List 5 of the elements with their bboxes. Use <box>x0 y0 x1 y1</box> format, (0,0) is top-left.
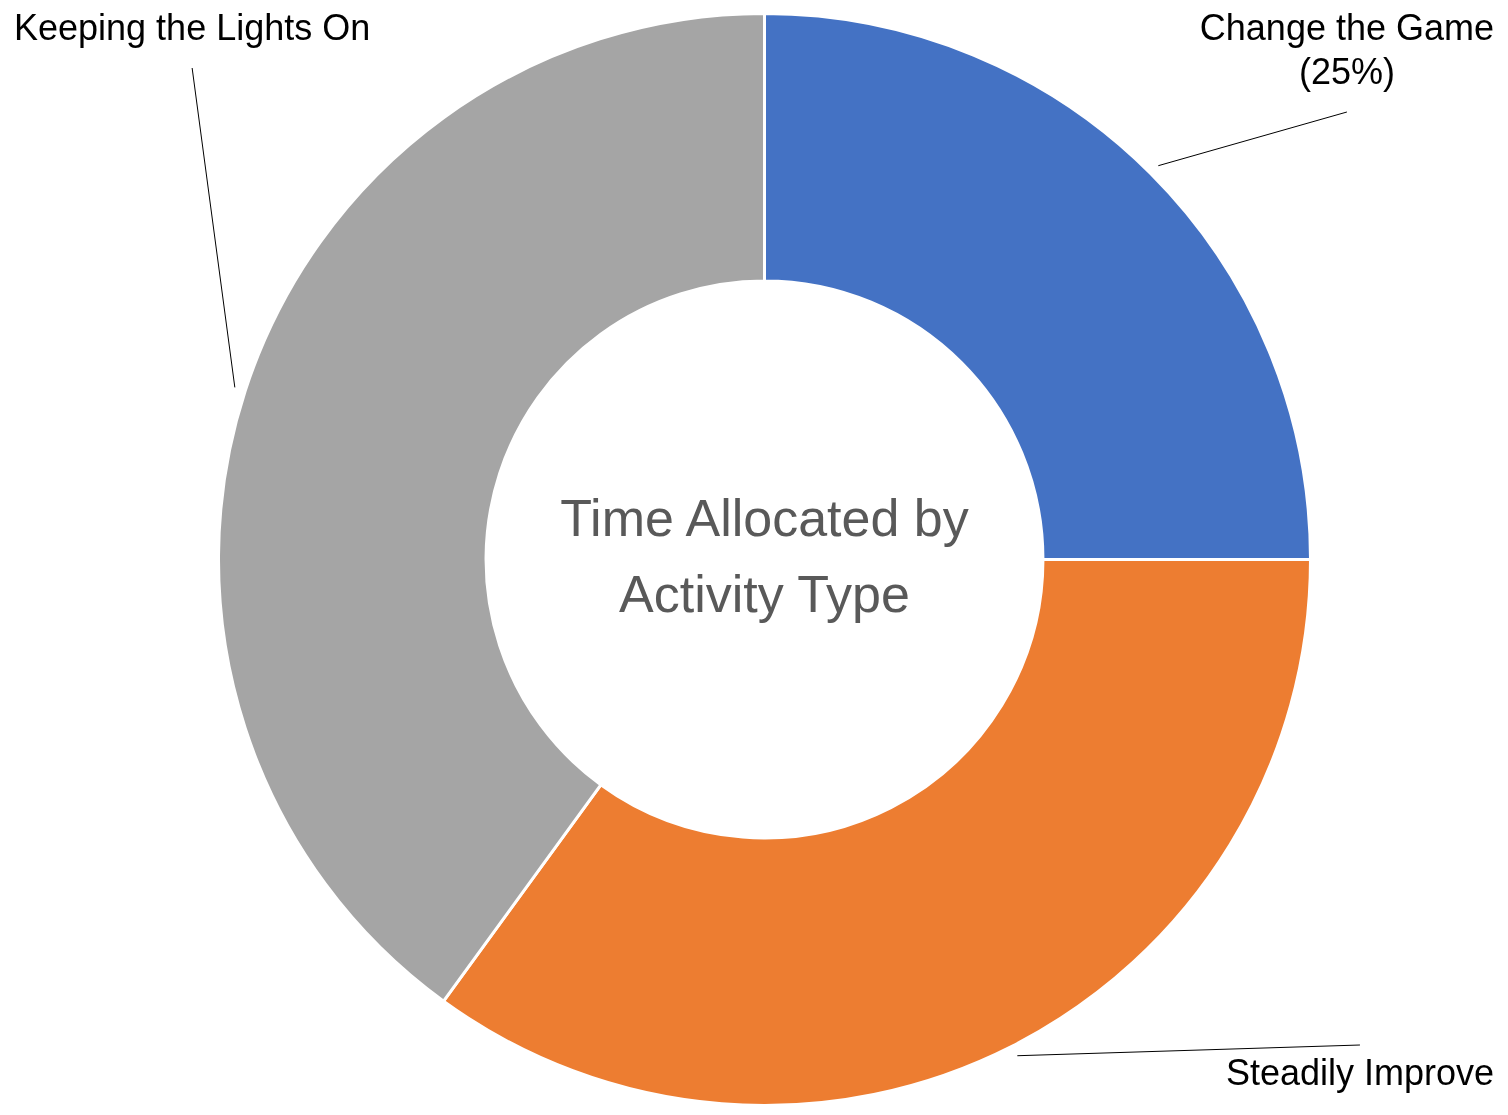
slice-label: Keeping the Lights On <box>14 6 371 48</box>
slice-label: Change the Game <box>1199 6 1494 48</box>
slice-label: Steadily Improve <box>1225 1051 1494 1093</box>
data-label: (25%) <box>1298 50 1395 92</box>
text: Time Allocated by Activity Type <box>560 488 969 623</box>
